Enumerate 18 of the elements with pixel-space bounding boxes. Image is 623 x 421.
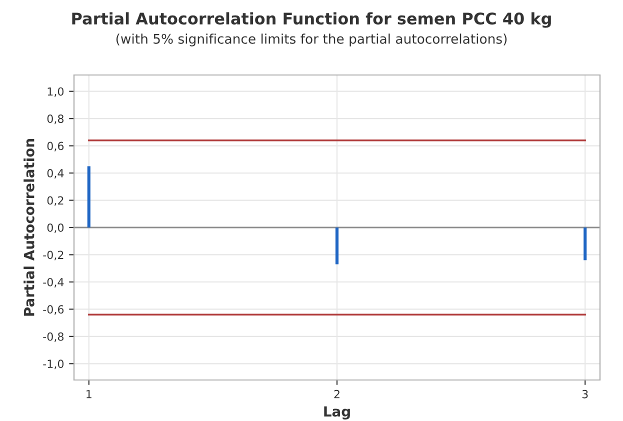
y-tick-label: 0,0 bbox=[47, 223, 64, 234]
y-tick-label: 0,4 bbox=[47, 169, 64, 179]
y-tick-label: -0,6 bbox=[43, 305, 64, 315]
x-tick-label: 3 bbox=[582, 390, 588, 398]
y-axis-title: Partial Autocorrelation bbox=[24, 139, 34, 316]
y-tick-label: 0,8 bbox=[47, 114, 64, 124]
y-tick-label: 1,0 bbox=[48, 87, 64, 97]
y-tick-label: 0,2 bbox=[47, 196, 64, 206]
y-tick-label: -0,2 bbox=[43, 250, 64, 260]
x-axis-title: Lag bbox=[324, 406, 350, 420]
y-tick-label: -0,8 bbox=[43, 332, 64, 342]
x-tick-label: 1 bbox=[86, 390, 92, 398]
y-tick-label: -0,4 bbox=[43, 278, 64, 288]
y-tick-label: 0,6 bbox=[47, 142, 64, 152]
chart-title: Partial Autocorrelation Function for semen PCC 40 kg bbox=[72, 12, 551, 28]
x-tick-label: 2 bbox=[334, 390, 340, 398]
y-tick-label: -1,0 bbox=[43, 360, 64, 370]
chart-subtitle: (with 5% significance limits for the partial autocorrelations) bbox=[116, 34, 507, 46]
